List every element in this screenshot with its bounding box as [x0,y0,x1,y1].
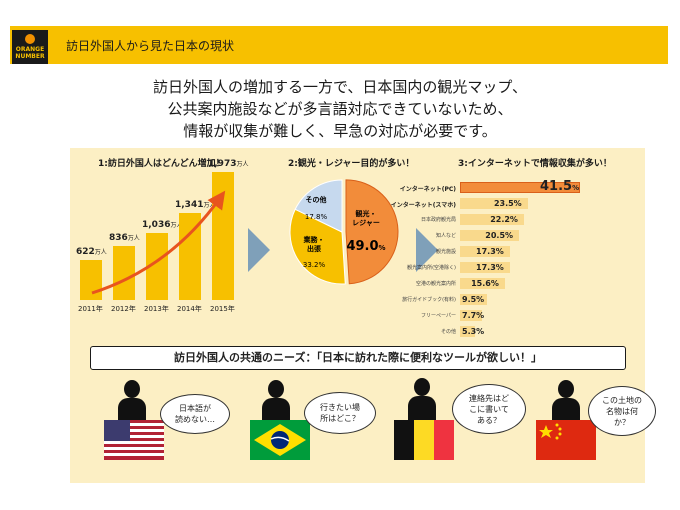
info-source-label: 観光施設 [435,249,456,255]
pie-label: 出張 [307,244,322,253]
pie-label: 業務・ [303,235,325,244]
info-source-label: インターネット(スマホ) [390,202,456,209]
pie-slice [345,179,399,285]
info-source-bar [460,294,488,305]
info-source-bar [460,278,506,289]
section2-title: 2:観光・レジャー目的が多い！ [288,159,415,169]
growth-bar-value: 622万人 [76,246,107,257]
info-source-bar [460,230,520,241]
growth-trend-arrow [91,190,226,295]
info-source-bar [460,246,511,257]
info-source-value: 22.2% [490,215,518,224]
header-bar [10,26,668,64]
growth-bar [179,213,201,300]
info-source-value: 9.5% [462,295,485,304]
info-source-bar [460,214,525,225]
pie-label: 観光・ [356,209,377,218]
growth-bar [113,245,135,300]
speech-bubble-3: 連絡先はど こに書いて ある？ [452,384,526,434]
info-source-value: 17.3% [476,247,504,256]
info-source-value: 7.7% [462,311,485,320]
belgium-flag-icon [394,420,454,460]
info-source-label: 知人など [435,233,456,239]
growth-bar [80,259,102,300]
info-source-label: インターネット(PC) [399,186,456,193]
chevron-right-icon [416,228,438,272]
pie-label: レジャー [352,219,380,227]
china-flag-icon [536,420,596,460]
info-source-value: 41.5% [540,179,580,194]
info-source-value: 23.5% [493,199,522,208]
section3-title: 3:インターネットで情報収集が多い！ [458,159,612,169]
info-source-bar [460,198,528,209]
pie-value: 33.2% [303,261,326,269]
growth-year-label: 2015年 [210,305,235,313]
info-source-bar [460,262,511,273]
info-source-value: 15.6% [471,279,499,288]
growth-year-label: 2014年 [177,305,202,313]
lead-line2: 公共案内施設などが多言語対応できていないため、 [167,100,513,118]
info-source-label: フリーペーパー [421,313,456,319]
section1-title: 1:訪日外国人はどんどん増加！ [98,159,225,169]
growth-bar-value: 1,973万人 [208,159,249,169]
pie-slice [294,179,343,233]
info-source-label: 旅行ガイドブック(有料) [402,297,456,303]
info-source-value: 20.5% [485,231,514,240]
info-source-label: 観光案内所(空港除く) [407,265,456,271]
chevron-right-icon [248,228,270,272]
purpose-pie-chart: 観光・レジャー 49.0% 業務・出張 33.2% その他 17.8% [289,179,399,285]
growth-year-label: 2012年 [111,305,136,313]
brazil-flag-icon [250,420,310,460]
info-source-label: 日本政府観光局 [420,217,456,223]
info-source-bar [460,326,476,337]
info-source-label: その他 [440,329,456,335]
growth-bar [146,232,168,300]
info-source-label: 空港の観光案内所 [415,281,456,287]
pie-value: 49.0% [346,239,385,254]
speech-bubble-2: 行きたい場 所はどこ？ [304,392,376,434]
pie-value: 17.8% [305,213,328,221]
usa-flag-icon [104,420,164,460]
growth-year-label: 2011年 [78,305,103,313]
info-source-bar [460,182,580,193]
speech-bubble-1: 日本語が 読めない… [160,394,230,434]
logo-line1: ORANGE [15,46,45,53]
info-source-value: 5.3% [462,327,485,336]
needs-banner: 訪日外国人の共通のニーズ：「日本に訪れた際に便利なツールが欲しい！」 [90,346,626,370]
growth-year-label: 2013年 [144,305,169,313]
page-title: 訪日外国人から見た日本の現状 [66,39,235,53]
logo-line2: NUMBER [15,53,45,60]
info-source-bar [460,310,483,321]
lead-line3: 情報が収集が難しく、早急の対応が必要です。 [183,122,497,140]
lead-line1: 訪日外国人の増加する一方で、日本国内の観光マップ、 [153,78,527,96]
lead-text: 訪日外国人の増加する一方で、日本国内の観光マップ、 公共案内施設などが多言語対応… [70,76,610,142]
info-source-value: 17.3% [476,263,504,272]
pie-slice [289,208,346,285]
pie-label: その他 [306,195,327,204]
orange-number-logo: ORANGE NUMBER [12,30,48,64]
orange-dot-icon [25,34,35,44]
speech-bubble-4: この土地の 名物は何 か？ [588,386,656,436]
growth-bar-value: 1,036万人 [142,219,183,230]
growth-bar-value: 836万人 [109,232,140,243]
